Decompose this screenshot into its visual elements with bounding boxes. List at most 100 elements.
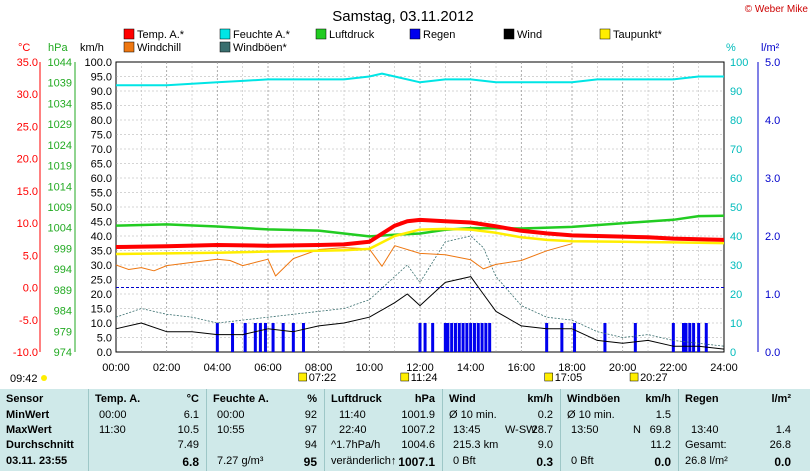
tick-rain: 2.0 [765, 231, 780, 243]
pressure-current-value: 1007.1 [398, 455, 435, 469]
grid [115, 61, 725, 353]
tick-wind: 65.0 [91, 159, 112, 171]
rain-unit: l/m² [771, 393, 791, 405]
humidity-abs: 7.27 g/m³ [217, 455, 264, 467]
windchill-line [115, 243, 573, 277]
pressure-min-value: 1001.9 [401, 409, 435, 421]
stats-col-humidity: Feuchte A. % 00:00 92 10:55 97 94 7.27 g… [206, 389, 325, 471]
tick-wind: 100.0 [84, 57, 112, 69]
tick-humidity: 70 [730, 144, 742, 156]
gust-max-dir: N [633, 424, 641, 436]
humidity-max-time: 10:55 [217, 424, 245, 436]
gust-max-time: 13:50 [571, 424, 599, 436]
legend-label: Wind [517, 29, 542, 41]
tick-time: 12:00 [406, 362, 434, 374]
legend-label: Windböen* [233, 42, 288, 54]
tick-temp: -10.0 [13, 347, 38, 359]
temp-min-time: 00:00 [99, 409, 127, 421]
tick-time: 20:00 [609, 362, 637, 374]
rain-bar [291, 323, 295, 352]
gust-unit: km/h [645, 393, 671, 405]
sensor-row-min: MinWert [6, 409, 50, 421]
pressure-trend: ^1.7hPa/h [331, 439, 381, 451]
rain-bar [418, 323, 422, 352]
gust-max-value: 69.8 [649, 424, 671, 436]
rain-bar [697, 323, 701, 352]
tick-pressure: 1029 [48, 119, 72, 131]
sensor-row-current: 03.11. 23:55 [6, 455, 68, 467]
wind-current-value: 0.3 [536, 455, 553, 469]
humidity-avg-value: 94 [304, 439, 317, 451]
rain-total-label: Gesamt: [685, 439, 727, 451]
tick-wind: 15.0 [91, 304, 112, 316]
marker-icon [629, 372, 639, 382]
tick-time: 00:00 [102, 362, 130, 374]
tick-temp: 10.0 [17, 218, 38, 230]
rain-bar [476, 323, 480, 352]
rain-bar [560, 323, 564, 352]
sensor-row-max: MaxWert [6, 424, 52, 436]
legend-swatch [219, 41, 231, 53]
tick-pressure: 1019 [48, 161, 72, 173]
gust-avg10-label: Ø 10 min. [567, 409, 615, 421]
tick-wind: 70.0 [91, 144, 112, 156]
tick-pressure: 1034 [48, 98, 72, 110]
gust-bft: 0 Bft [571, 455, 594, 467]
weather-chart: Samstag, 03.11.2012 © Weber Mike Temp. A… [10, 4, 808, 385]
rain-bar [281, 323, 285, 352]
temp-avg-value: 7.49 [177, 439, 199, 451]
tick-pressure: 1024 [48, 140, 72, 152]
rain-bar [446, 323, 450, 352]
rain-bar [431, 323, 435, 352]
sensor-head: Sensor [6, 393, 44, 405]
wind-distance: 215.3 km [453, 439, 499, 451]
tick-pressure: 974 [54, 347, 72, 359]
rain-bar [453, 323, 457, 352]
rain-bar [423, 323, 427, 352]
legend-swatch [409, 28, 421, 40]
tick-humidity: 80 [730, 115, 742, 127]
tick-rain: 1.0 [765, 289, 780, 301]
tick-wind: 60.0 [91, 173, 112, 185]
wind-avg-value: 9.0 [537, 439, 553, 451]
tick-humidity: 100 [730, 57, 748, 69]
wind-unit: km/h [527, 393, 553, 405]
tick-wind: 45.0 [91, 217, 112, 229]
tick-humidity: 40 [730, 231, 742, 243]
tick-pressure: 1004 [48, 223, 72, 235]
tick-humidity: 10 [730, 318, 742, 330]
wind-avg10-label: Ø 10 min. [449, 409, 497, 421]
pressure-tendency: veränderlich↑ [331, 455, 397, 467]
tick-temp: -5.0 [19, 315, 38, 327]
legend-swatch [599, 28, 611, 40]
tick-wind: 35.0 [91, 246, 112, 258]
dewpoint-line [115, 227, 725, 256]
rain-bar [480, 323, 484, 352]
tick-pressure: 1014 [48, 181, 72, 193]
gust-head: Windböen [567, 393, 621, 405]
marker-icon [400, 372, 410, 382]
temp-max-time: 11:30 [99, 424, 126, 436]
tick-pressure: 984 [54, 306, 72, 318]
humidity-current-value: 95 [303, 455, 317, 469]
legend-swatch [503, 28, 515, 40]
stats-col-temp: Temp. A. °C 00:00 6.1 11:30 10.5 7.49 6.… [88, 389, 207, 471]
stats-table: Sensor MinWert MaxWert Durchschnitt 03.1… [0, 389, 810, 471]
tick-time: 10:00 [356, 362, 384, 374]
tick-temp: 5.0 [23, 250, 38, 262]
wind-avg10-value: 0.2 [537, 409, 553, 421]
humidity-min-time: 00:00 [217, 409, 245, 421]
tick-humidity: 0 [730, 347, 736, 359]
stats-col-gust: Windböen km/h Ø 10 min. 1.5 13:50 N 69.8… [560, 389, 679, 471]
tick-wind: 20.0 [91, 289, 112, 301]
tick-wind: 5.0 [97, 333, 112, 345]
tick-time: 06:00 [254, 362, 282, 374]
rain-bar [443, 323, 447, 352]
rain-bar [253, 323, 257, 352]
pressure-unit: hPa [414, 393, 435, 405]
marker-time: 11:24 [411, 372, 438, 384]
rain-bar [484, 323, 488, 352]
rain-bar [603, 323, 607, 352]
tick-rain: 0.0 [765, 347, 780, 359]
rain-day-total: 26.8 l/m² [685, 455, 728, 467]
